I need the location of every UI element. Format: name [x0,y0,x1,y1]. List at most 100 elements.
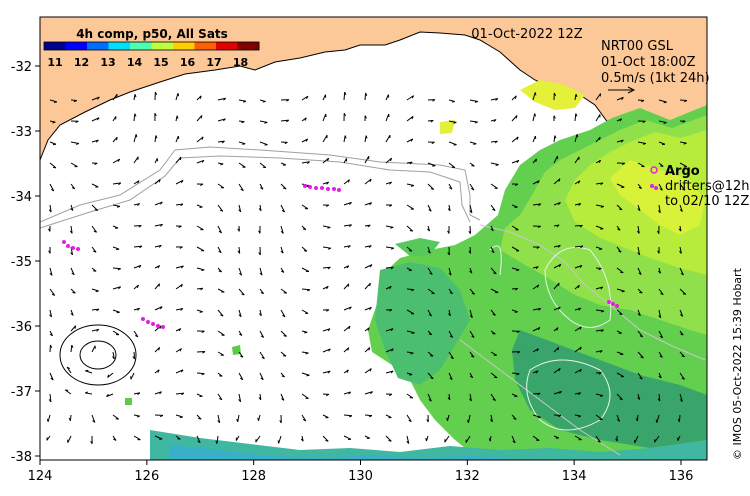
current-arrow [91,414,96,423]
current-arrow-head [201,136,204,140]
current-arrow-head [242,143,246,145]
current-arrow-head [154,91,158,96]
current-arrow-head [201,159,205,163]
current-arrow-head [304,117,307,121]
current-arrow [175,414,183,418]
current-arrow-head [660,293,664,296]
current-arrow [91,225,97,233]
current-arrow [343,414,352,417]
current-arrow-head [283,335,287,337]
y-tick-label: -35 [11,255,32,270]
current-arrow [511,136,519,143]
current-arrow [553,367,561,374]
current-arrow-head [657,398,661,402]
current-arrow [112,246,120,250]
current-arrow [574,264,583,269]
current-arrow [175,283,183,290]
current-arrow [49,183,55,192]
current-arrow [280,393,285,401]
current-arrow-head [471,335,475,338]
colorbar-outline [43,41,260,51]
current-arrow [280,119,289,122]
current-arrow [427,204,432,212]
current-arrow-head [516,269,520,272]
current-arrow-head [368,245,372,248]
current-arrow-head [306,289,311,292]
current-arrow-head [659,355,663,358]
current-arrow-head [579,369,582,373]
current-arrow-head [370,391,373,395]
current-arrow-head [682,293,686,295]
current-arrow [385,246,394,249]
current-arrow-head [257,417,259,421]
current-arrow-head [73,100,77,103]
current-arrow-head [558,306,561,310]
current-arrow-head [579,224,583,228]
current-arrow [364,264,373,269]
current-arrow-head [241,121,245,124]
current-arrow [112,267,121,270]
current-arrow-head [558,202,561,206]
current-arrow [364,391,373,395]
current-arrow-head [600,329,604,333]
current-arrow [658,120,667,124]
current-arrow-head [236,418,239,423]
current-arrow [654,435,660,443]
current-arrow [532,203,541,206]
current-arrow-head [179,246,183,249]
current-arrow-head [258,230,261,234]
current-arrow [427,183,435,190]
current-arrow [469,120,478,123]
current-arrow-head [575,93,578,98]
current-arrow-head [367,224,371,228]
current-arrow-head [493,272,497,275]
current-arrow-head [599,136,601,141]
current-arrow [469,141,477,145]
current-arrow-head [536,246,540,249]
current-arrow-head [389,286,392,290]
current-arrow-head [579,265,583,268]
current-arrow-head [260,335,264,338]
current-arrow-head [535,158,537,162]
current-arrow [133,245,143,248]
current-arrow [322,157,329,164]
current-arrow [490,267,497,275]
current-arrow-head [579,346,582,351]
current-arrow-head [406,440,410,444]
argo-legend-window: to 02/10 12Z [665,194,749,209]
argo-legend-title: Argo [665,164,700,179]
current-arrow-head [348,224,352,227]
current-arrow [385,157,392,164]
current-arrow-head [180,369,184,373]
argo-legend-drifters: drifters@12h [665,179,750,194]
current-arrow-head [96,308,100,312]
x-tick-label: 124 [28,469,53,484]
current-arrow-head [112,356,115,360]
current-arrow-head [237,228,240,232]
current-arrow-head [201,373,205,376]
current-arrow-head [159,391,162,395]
current-arrow-head [474,121,478,124]
current-arrow-head [617,228,621,231]
current-arrow-head [639,377,643,380]
current-arrow [217,288,225,293]
current-arrow-head [426,419,429,423]
current-arrow-head [220,314,224,317]
current-arrow-head [410,138,414,142]
current-arrow [658,351,663,358]
x-tick-label: 126 [134,469,159,484]
current-arrow-head [558,282,560,287]
colorbar-swatch [130,42,152,50]
current-arrow-head [577,415,582,418]
current-arrow-head [368,347,371,351]
current-arrow-head [537,327,541,331]
current-arrow-head [447,230,450,234]
current-arrow-head [96,117,100,121]
current-arrow [85,392,93,395]
current-arrow [301,393,309,399]
current-arrow-head [96,328,100,332]
current-arrow [133,264,142,269]
current-arrow [112,330,120,336]
current-arrow [532,414,541,418]
